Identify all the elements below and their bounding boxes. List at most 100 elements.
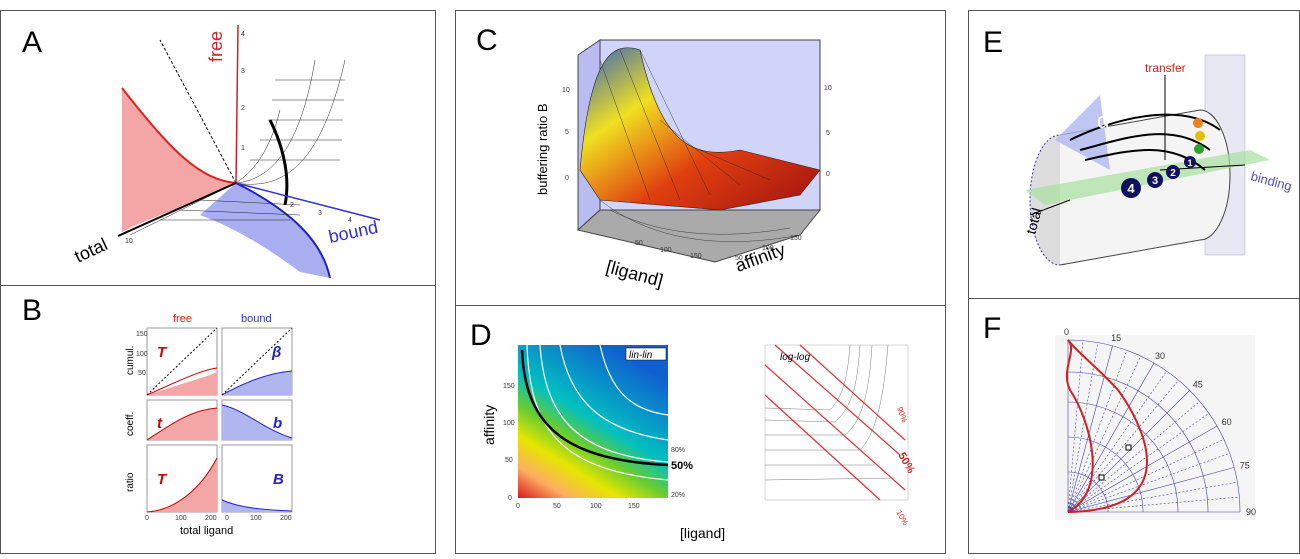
- shape: [764, 364, 906, 491]
- label: C: [476, 24, 498, 57]
- label: B: [22, 294, 42, 327]
- shape: [1055, 335, 1255, 520]
- shape: [599, 49, 771, 201]
- label: 90: [1246, 507, 1256, 517]
- shape: [1098, 474, 1105, 481]
- label: 0: [565, 175, 569, 182]
- label: b: [273, 415, 282, 432]
- label: 4: [348, 217, 352, 224]
- shape: [1067, 350, 1128, 513]
- group: [146, 327, 293, 396]
- shape: [1067, 481, 1238, 513]
- label: cumul.: [125, 346, 136, 375]
- label: lin-lin: [629, 350, 653, 361]
- label: [ligand]: [604, 257, 665, 291]
- shape: [526, 344, 669, 481]
- group: [146, 327, 293, 513]
- shape: [221, 327, 293, 396]
- label: total: [1022, 206, 1044, 236]
- shape: [222, 371, 292, 395]
- label: 150: [790, 235, 802, 242]
- label: 10%: [894, 509, 910, 527]
- group: 4 3 2 1: [1127, 158, 1192, 196]
- label: 50: [735, 255, 743, 262]
- shape: [1067, 362, 1155, 513]
- label: 100: [503, 420, 515, 427]
- shape: [146, 407, 218, 441]
- shape: [200, 183, 330, 278]
- label: 15: [1111, 333, 1121, 343]
- label: 5: [565, 129, 569, 136]
- shape: [268, 119, 289, 206]
- label: log-log: [780, 352, 810, 363]
- label: 30: [1155, 351, 1165, 361]
- shape: [1067, 452, 1230, 513]
- shape: [146, 457, 218, 513]
- label: 50: [505, 457, 513, 464]
- label: 10: [125, 238, 133, 245]
- shape: [1067, 340, 1084, 513]
- shape: [129, 182, 301, 236]
- label: t: [157, 415, 163, 432]
- shape: [1194, 144, 1204, 154]
- shape: [520, 349, 669, 467]
- shape: [235, 182, 331, 279]
- label: 50: [553, 503, 561, 510]
- shape: [221, 444, 293, 513]
- shape: [1067, 413, 1210, 513]
- shape: [1121, 178, 1141, 198]
- label: 2: [1170, 168, 1176, 179]
- shape: [1067, 401, 1200, 513]
- shape: [221, 499, 293, 512]
- label: 0: [145, 515, 149, 522]
- shape: [1195, 131, 1205, 141]
- shape: [1125, 444, 1132, 451]
- shape: [147, 408, 217, 440]
- shape: [799, 344, 906, 441]
- shape: [0, 285, 436, 554]
- shape: [121, 87, 237, 184]
- shape: [147, 372, 217, 395]
- shape: [1067, 345, 1113, 513]
- label: 50: [138, 370, 146, 377]
- shape: [1184, 156, 1196, 168]
- shape: [1065, 339, 1094, 513]
- shape: [146, 367, 218, 396]
- shape: [1067, 380, 1179, 513]
- shape: [764, 394, 881, 501]
- label: 2: [290, 202, 294, 209]
- shape: [579, 47, 821, 211]
- label: 20%: [671, 492, 685, 499]
- label: 150: [628, 503, 640, 510]
- label: total ligand: [180, 525, 233, 537]
- label: bound: [241, 313, 272, 325]
- label: 60: [1222, 417, 1232, 427]
- group: 0 15 30 45 60 75 90: [1064, 327, 1256, 517]
- group: [764, 344, 906, 501]
- label: 0: [516, 503, 520, 510]
- label: 150: [136, 331, 148, 338]
- shape: [1029, 199, 1071, 216]
- label: 0: [826, 171, 830, 178]
- shape: [250, 79, 345, 161]
- shape: [1166, 165, 1180, 179]
- shape: [221, 370, 293, 396]
- label: bound: [327, 217, 380, 247]
- label: β: [271, 344, 281, 361]
- label: free: [173, 313, 192, 325]
- label: 100: [762, 245, 774, 252]
- label: 4: [241, 31, 245, 38]
- label: affinity: [481, 405, 497, 445]
- label: 75: [1240, 460, 1250, 470]
- shape: [518, 345, 668, 498]
- shape: [1067, 370, 1167, 513]
- shape: [625, 347, 667, 361]
- label: 50: [635, 240, 643, 247]
- shape: [1067, 425, 1218, 513]
- label: 3: [318, 210, 322, 217]
- label: 10: [562, 87, 570, 94]
- label: B: [273, 471, 284, 488]
